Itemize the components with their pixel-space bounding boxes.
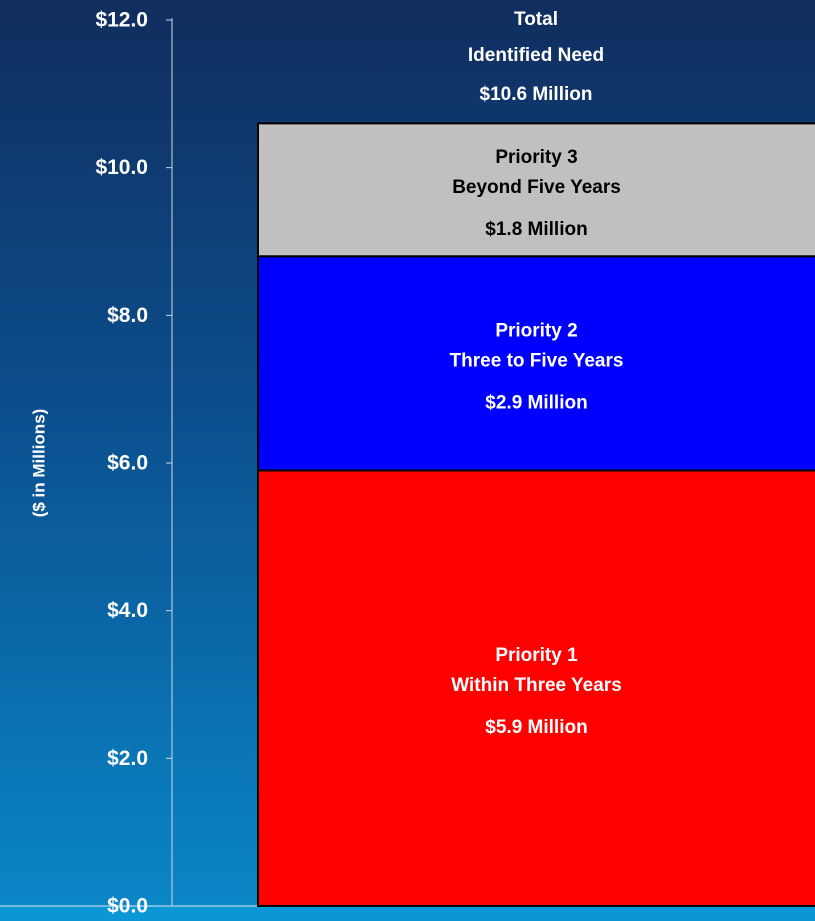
segment-subtitle: Three to Five Years bbox=[450, 350, 624, 371]
segment-name: Priority 1 bbox=[495, 645, 578, 666]
bar-segment bbox=[257, 122, 815, 258]
bar-segment bbox=[257, 469, 815, 907]
total-value: $10.6 Million bbox=[480, 84, 593, 105]
segment-subtitle: Within Three Years bbox=[451, 675, 622, 696]
floor bbox=[0, 906, 815, 921]
total-title: Total bbox=[514, 9, 558, 30]
segment-name: Priority 2 bbox=[495, 320, 577, 341]
y-axis-label: ($ in Millions) bbox=[29, 409, 48, 518]
segment-subtitle: Beyond Five Years bbox=[452, 177, 621, 198]
bar-segment bbox=[257, 255, 815, 472]
segment-name: Priority 3 bbox=[495, 147, 577, 168]
y-tick-label: $0.0 bbox=[107, 895, 148, 918]
y-tick-label: $4.0 bbox=[107, 599, 148, 622]
y-tick-label: $6.0 bbox=[107, 452, 148, 475]
y-tick-label: $10.0 bbox=[95, 156, 148, 179]
y-tick-label: $8.0 bbox=[107, 304, 148, 327]
y-tick-label: $12.0 bbox=[95, 9, 148, 32]
segment-value-label: $5.9 Million bbox=[485, 717, 587, 738]
y-tick-label: $2.0 bbox=[107, 747, 148, 770]
total-subtitle: Identified Need bbox=[468, 45, 604, 66]
segment-value-label: $2.9 Million bbox=[485, 392, 587, 413]
segment-value-label: $1.8 Million bbox=[485, 219, 587, 240]
